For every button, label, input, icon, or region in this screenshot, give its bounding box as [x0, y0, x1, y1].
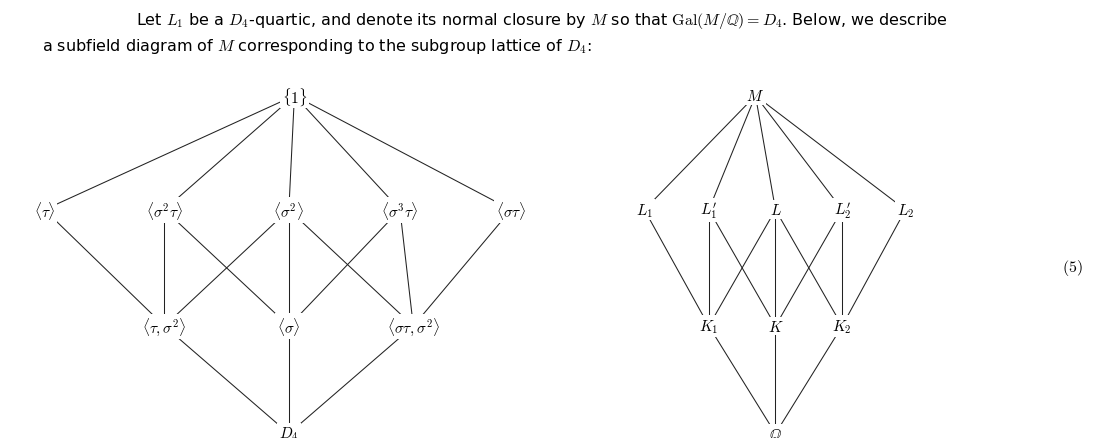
Text: $(5)$: $(5)$	[1062, 257, 1082, 277]
Text: $\{1\}$: $\{1\}$	[281, 85, 308, 107]
Text: $K_1$: $K_1$	[699, 318, 719, 335]
Text: $L$: $L$	[770, 203, 781, 218]
Text: $L_2'$: $L_2'$	[833, 200, 851, 220]
Text: $\langle \sigma^2\tau \rangle$: $\langle \sigma^2\tau \rangle$	[146, 199, 183, 221]
Text: a subfield diagram of $M$ corresponding to the subgroup lattice of $D_4$:: a subfield diagram of $M$ corresponding …	[42, 37, 592, 56]
Text: $\langle \sigma^2 \rangle$: $\langle \sigma^2 \rangle$	[273, 199, 304, 221]
Text: $\langle \tau, \sigma^2 \rangle$: $\langle \tau, \sigma^2 \rangle$	[142, 316, 187, 337]
Text: $\langle \sigma^3\tau \rangle$: $\langle \sigma^3\tau \rangle$	[381, 199, 419, 221]
Text: $K_2$: $K_2$	[832, 318, 852, 335]
Text: $\langle \sigma\tau, \sigma^2 \rangle$: $\langle \sigma\tau, \sigma^2 \rangle$	[387, 316, 440, 337]
Text: $K$: $K$	[768, 319, 783, 334]
Text: $L_1'$: $L_1'$	[700, 200, 718, 220]
Text: $\langle \sigma \rangle$: $\langle \sigma \rangle$	[277, 315, 301, 337]
Text: $L_2$: $L_2$	[897, 201, 914, 219]
Text: $\mathbb{Q}$: $\mathbb{Q}$	[769, 426, 782, 438]
Text: Let $L_1$ be a $D_4$-quartic, and denote its normal closure by $M$ so that $\mat: Let $L_1$ be a $D_4$-quartic, and denote…	[137, 11, 948, 31]
Text: $\langle \tau \rangle$: $\langle \tau \rangle$	[33, 199, 56, 221]
Text: $D_4$: $D_4$	[279, 425, 299, 438]
Text: $M$: $M$	[747, 89, 764, 104]
Text: $L_1$: $L_1$	[635, 201, 653, 219]
Text: $\langle \sigma\tau \rangle$: $\langle \sigma\tau \rangle$	[496, 199, 527, 221]
